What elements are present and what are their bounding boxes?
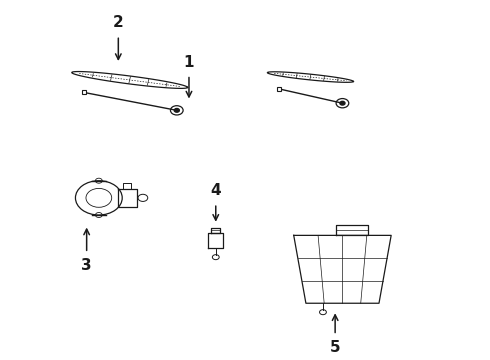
Circle shape bbox=[174, 108, 179, 112]
Text: 5: 5 bbox=[330, 341, 341, 355]
Text: 1: 1 bbox=[184, 55, 194, 69]
Text: 3: 3 bbox=[81, 258, 92, 273]
Text: 4: 4 bbox=[210, 183, 221, 198]
Text: 2: 2 bbox=[113, 15, 123, 30]
Circle shape bbox=[340, 101, 345, 105]
